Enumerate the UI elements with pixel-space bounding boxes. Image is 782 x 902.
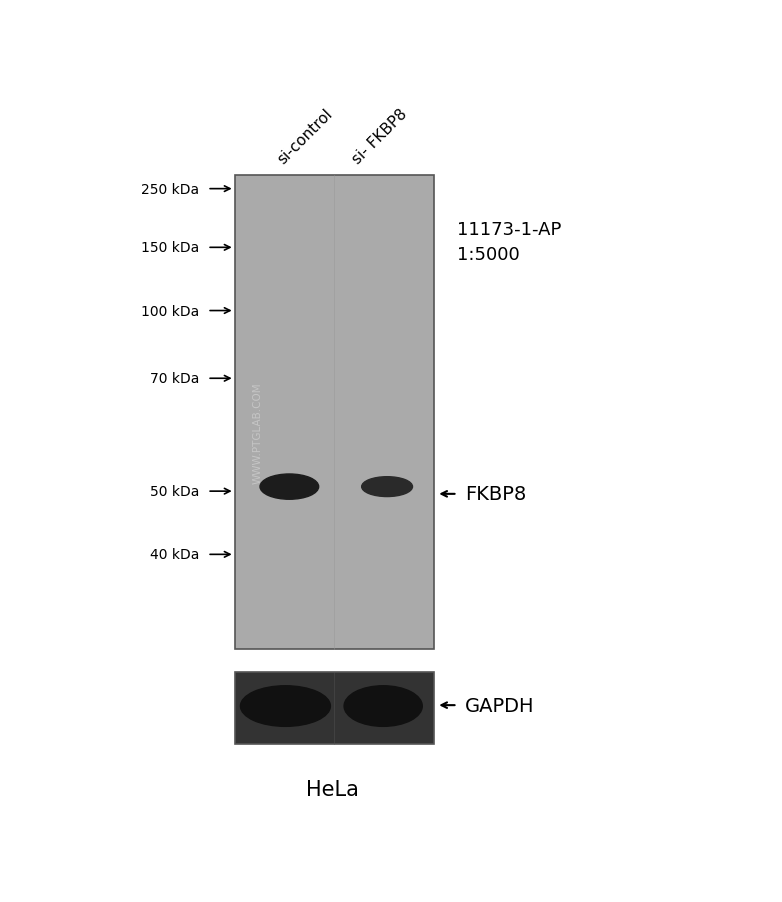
Text: 70 kDa: 70 kDa — [150, 372, 199, 386]
Text: 40 kDa: 40 kDa — [150, 548, 199, 562]
Text: WWW.PTGLAB.COM: WWW.PTGLAB.COM — [253, 382, 263, 483]
Ellipse shape — [260, 474, 319, 500]
Ellipse shape — [344, 686, 422, 727]
Text: 150 kDa: 150 kDa — [142, 241, 199, 255]
Text: HeLa: HeLa — [306, 779, 359, 799]
Text: 250 kDa: 250 kDa — [142, 182, 199, 197]
Ellipse shape — [361, 477, 413, 497]
Text: FKBP8: FKBP8 — [465, 484, 526, 504]
Text: 11173-1-AP
1:5000: 11173-1-AP 1:5000 — [457, 221, 561, 264]
Ellipse shape — [241, 686, 330, 727]
Text: 50 kDa: 50 kDa — [150, 484, 199, 499]
Text: si- FKBP8: si- FKBP8 — [349, 106, 410, 167]
Bar — [235, 672, 434, 744]
Bar — [235, 176, 434, 649]
Text: GAPDH: GAPDH — [465, 695, 535, 715]
Text: si-control: si-control — [274, 106, 335, 167]
Text: 100 kDa: 100 kDa — [142, 304, 199, 318]
